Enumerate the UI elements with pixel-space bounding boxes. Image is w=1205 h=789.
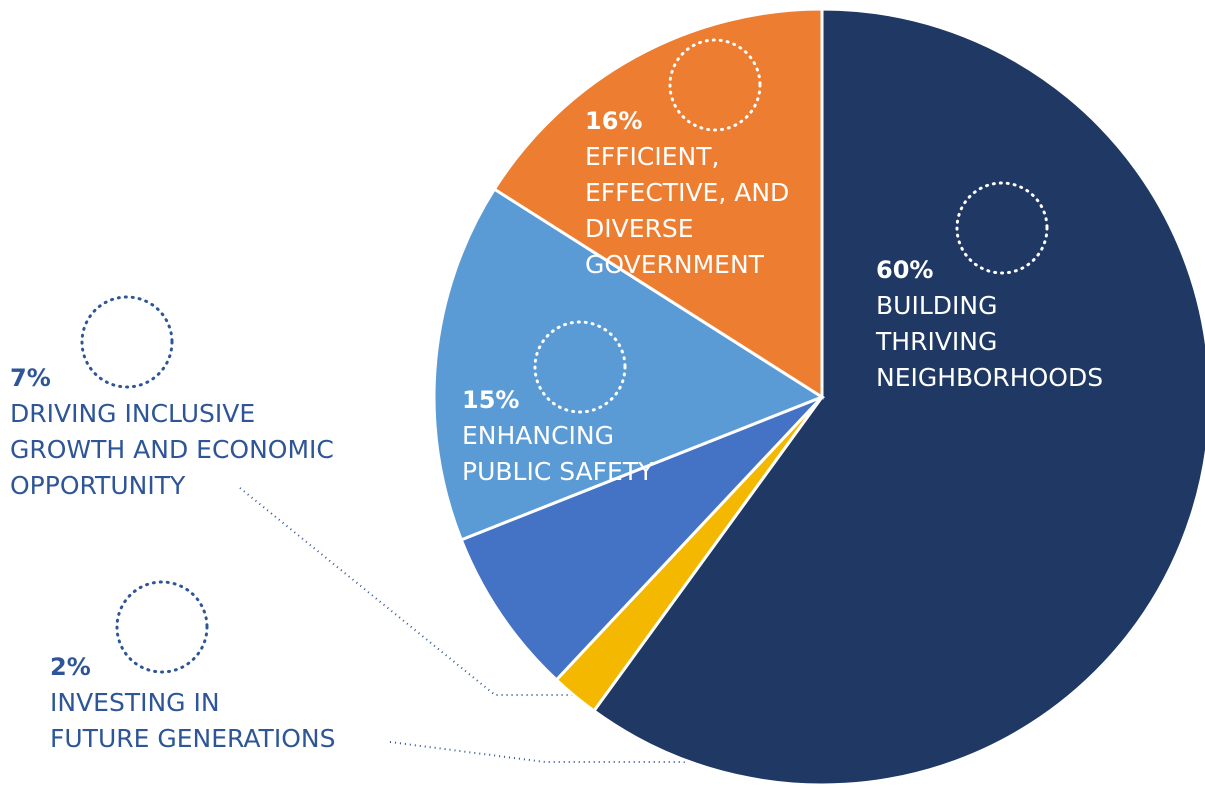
value-label: 2% — [50, 653, 91, 681]
pie-slice — [432, 187, 826, 542]
category-label: BUILDING THRIVING NEIGHBORHOODS — [876, 291, 1104, 392]
icon-circle — [955, 181, 1049, 275]
pie-slice — [492, 7, 824, 400]
category-label: ENHANCING PUBLIC SAFETY — [462, 421, 654, 486]
value-label: 7% — [10, 364, 51, 392]
pie-slice — [459, 395, 824, 682]
leader-line — [389, 741, 685, 763]
icon-circle — [668, 38, 762, 132]
value-label: 16% — [585, 107, 643, 135]
icon-circle — [115, 580, 209, 674]
category-label: EFFICIENT, EFFECTIVE, AND DIVERSE GOVERN… — [585, 142, 790, 279]
pie-slice — [591, 7, 1205, 787]
icon-circle — [80, 295, 174, 389]
category-label: DRIVING INCLUSIVE GROWTH AND ECONOMIC OP… — [10, 399, 334, 500]
category-label: INVESTING IN FUTURE GENERATIONS — [50, 688, 336, 753]
icon-circle — [533, 320, 627, 414]
value-label: 15% — [462, 386, 520, 414]
value-label: 60% — [876, 256, 934, 284]
icons — [80, 38, 1049, 674]
